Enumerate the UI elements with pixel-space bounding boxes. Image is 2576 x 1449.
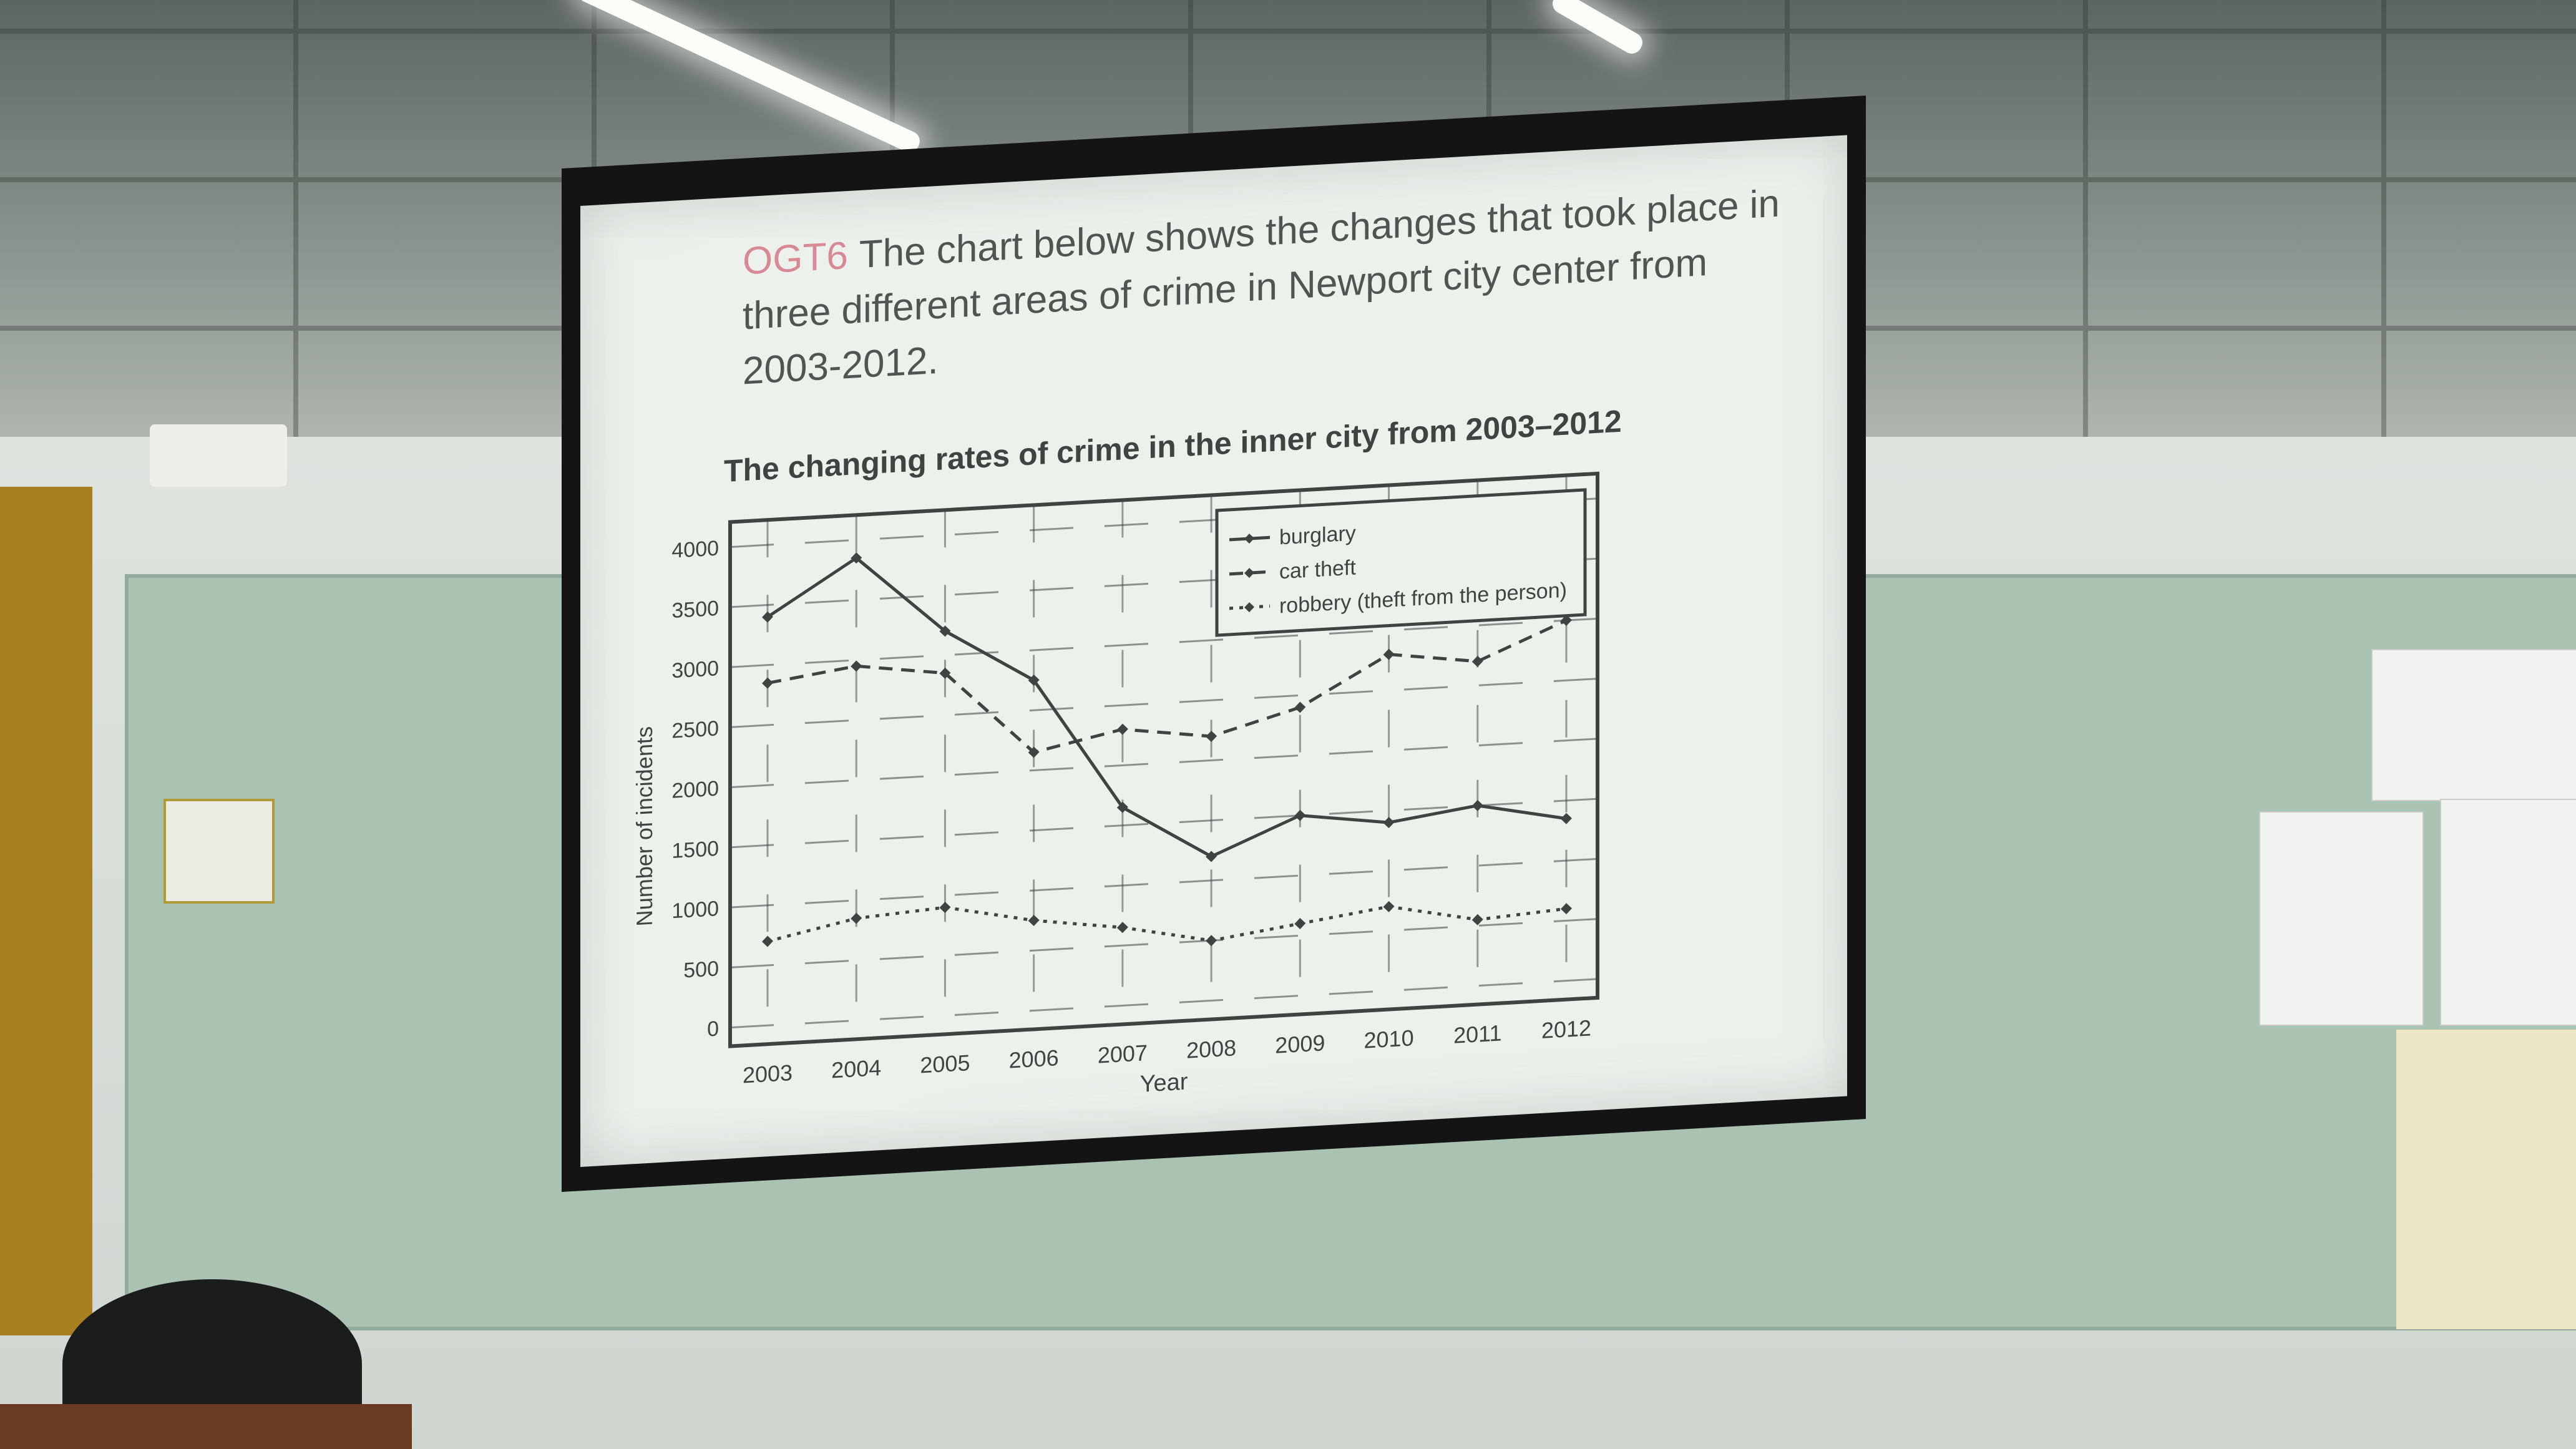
x-tick-label-0: 2003 — [743, 1060, 793, 1088]
series-1-point-0 — [762, 677, 773, 689]
x-tick-label-2: 2005 — [920, 1050, 970, 1078]
y-tick-label-5: 2500 — [671, 716, 719, 743]
y-tick-label-2: 1000 — [671, 897, 719, 923]
series-0-point-8 — [1471, 799, 1483, 811]
series-1-point-2 — [939, 667, 951, 679]
legend-marker-0 — [1244, 534, 1254, 544]
desk — [0, 1404, 412, 1449]
grid-line-y-2 — [730, 857, 1598, 909]
x-tick-label-4: 2007 — [1098, 1040, 1148, 1068]
x-tick-label-8: 2011 — [1453, 1020, 1501, 1048]
posted-paper-2 — [2259, 811, 2424, 1026]
y-axis-label: Number of incidents — [632, 726, 657, 927]
door — [0, 487, 92, 1335]
series-1-point-5 — [1206, 730, 1217, 742]
series-1-point-9 — [1561, 615, 1572, 627]
series-1-point-6 — [1294, 701, 1306, 713]
y-tick-label-1: 500 — [683, 957, 719, 982]
line-chart: The changing rates of crime in the inner… — [632, 404, 1622, 1098]
legend-label-1: car theft — [1279, 556, 1356, 584]
wall-poster — [2396, 1030, 2576, 1329]
projector-screen: OGT6 The chart below shows the changes th… — [580, 135, 1847, 1168]
series-2-point-8 — [1471, 914, 1483, 925]
y-tick-label-3: 1500 — [671, 837, 719, 863]
legend-marker-1 — [1244, 568, 1254, 578]
series-2-point-3 — [1028, 914, 1040, 926]
series-1-point-4 — [1116, 723, 1128, 735]
series-0-point-5 — [1206, 851, 1217, 862]
x-tick-label-3: 2006 — [1009, 1045, 1059, 1073]
legend-box — [1215, 488, 1587, 637]
series-line-0 — [766, 556, 1567, 858]
series-0-point-4 — [1116, 801, 1128, 813]
legend-label-0: burglary — [1279, 522, 1356, 550]
y-axis-ticks: 0 500 1000 1500 2000 2500 3000 3500 4000 — [671, 537, 719, 1042]
x-axis-label: Year — [1140, 1069, 1188, 1098]
series-1-point-1 — [851, 660, 862, 672]
series-0-point-0 — [762, 611, 773, 623]
chart-title: The changing rates of crime in the inner… — [724, 404, 1622, 489]
emergency-light — [150, 424, 287, 487]
y-tick-label-0: 0 — [707, 1017, 719, 1042]
series-0-point-3 — [1028, 674, 1040, 686]
x-axis-ticks: 2003 2004 2005 2006 2007 2008 2009 2010 2011 2012 — [743, 1015, 1591, 1088]
series-0-point-9 — [1561, 812, 1572, 824]
y-tick-label-8: 4000 — [671, 537, 719, 563]
posted-paper-3 — [2440, 799, 2576, 1026]
series-2-point-5 — [1206, 935, 1217, 947]
series-1-point-8 — [1471, 655, 1483, 667]
series-line-2 — [767, 905, 1567, 943]
posted-paper-1 — [2371, 649, 2576, 801]
series-2-point-6 — [1294, 918, 1306, 930]
series-1-point-3 — [1028, 746, 1040, 758]
series-2-point-2 — [939, 902, 951, 914]
x-tick-label-6: 2009 — [1275, 1030, 1325, 1058]
series-0-point-2 — [939, 625, 951, 637]
x-tick-label-7: 2010 — [1364, 1025, 1414, 1053]
series-2-point-9 — [1561, 903, 1572, 915]
x-tick-label-5: 2008 — [1186, 1035, 1236, 1063]
series-2-point-7 — [1383, 900, 1395, 912]
y-tick-label-6: 3000 — [671, 656, 719, 683]
series-2-point-1 — [851, 912, 862, 924]
grid-line-y-4 — [730, 738, 1598, 789]
y-tick-label-4: 2000 — [671, 777, 719, 803]
grid-line-y-5 — [730, 678, 1598, 728]
series-line-1 — [767, 618, 1567, 754]
series-2-point-4 — [1116, 922, 1128, 934]
grid-line-y-1 — [730, 918, 1598, 968]
series-0-point-7 — [1383, 817, 1395, 829]
series-0-point-1 — [851, 552, 862, 564]
legend-marker-2 — [1244, 602, 1254, 613]
series-lines — [762, 552, 1572, 947]
series-1-point-7 — [1383, 648, 1395, 660]
wall-sign — [163, 799, 275, 904]
x-tick-label-9: 2012 — [1541, 1015, 1591, 1043]
legend-swatch-1 — [1229, 570, 1270, 576]
series-0-point-6 — [1294, 809, 1306, 821]
x-tick-label-1: 2004 — [831, 1055, 881, 1083]
y-tick-label-7: 3500 — [671, 597, 719, 623]
plot-frame — [728, 471, 1599, 1048]
series-2-point-0 — [762, 935, 773, 947]
